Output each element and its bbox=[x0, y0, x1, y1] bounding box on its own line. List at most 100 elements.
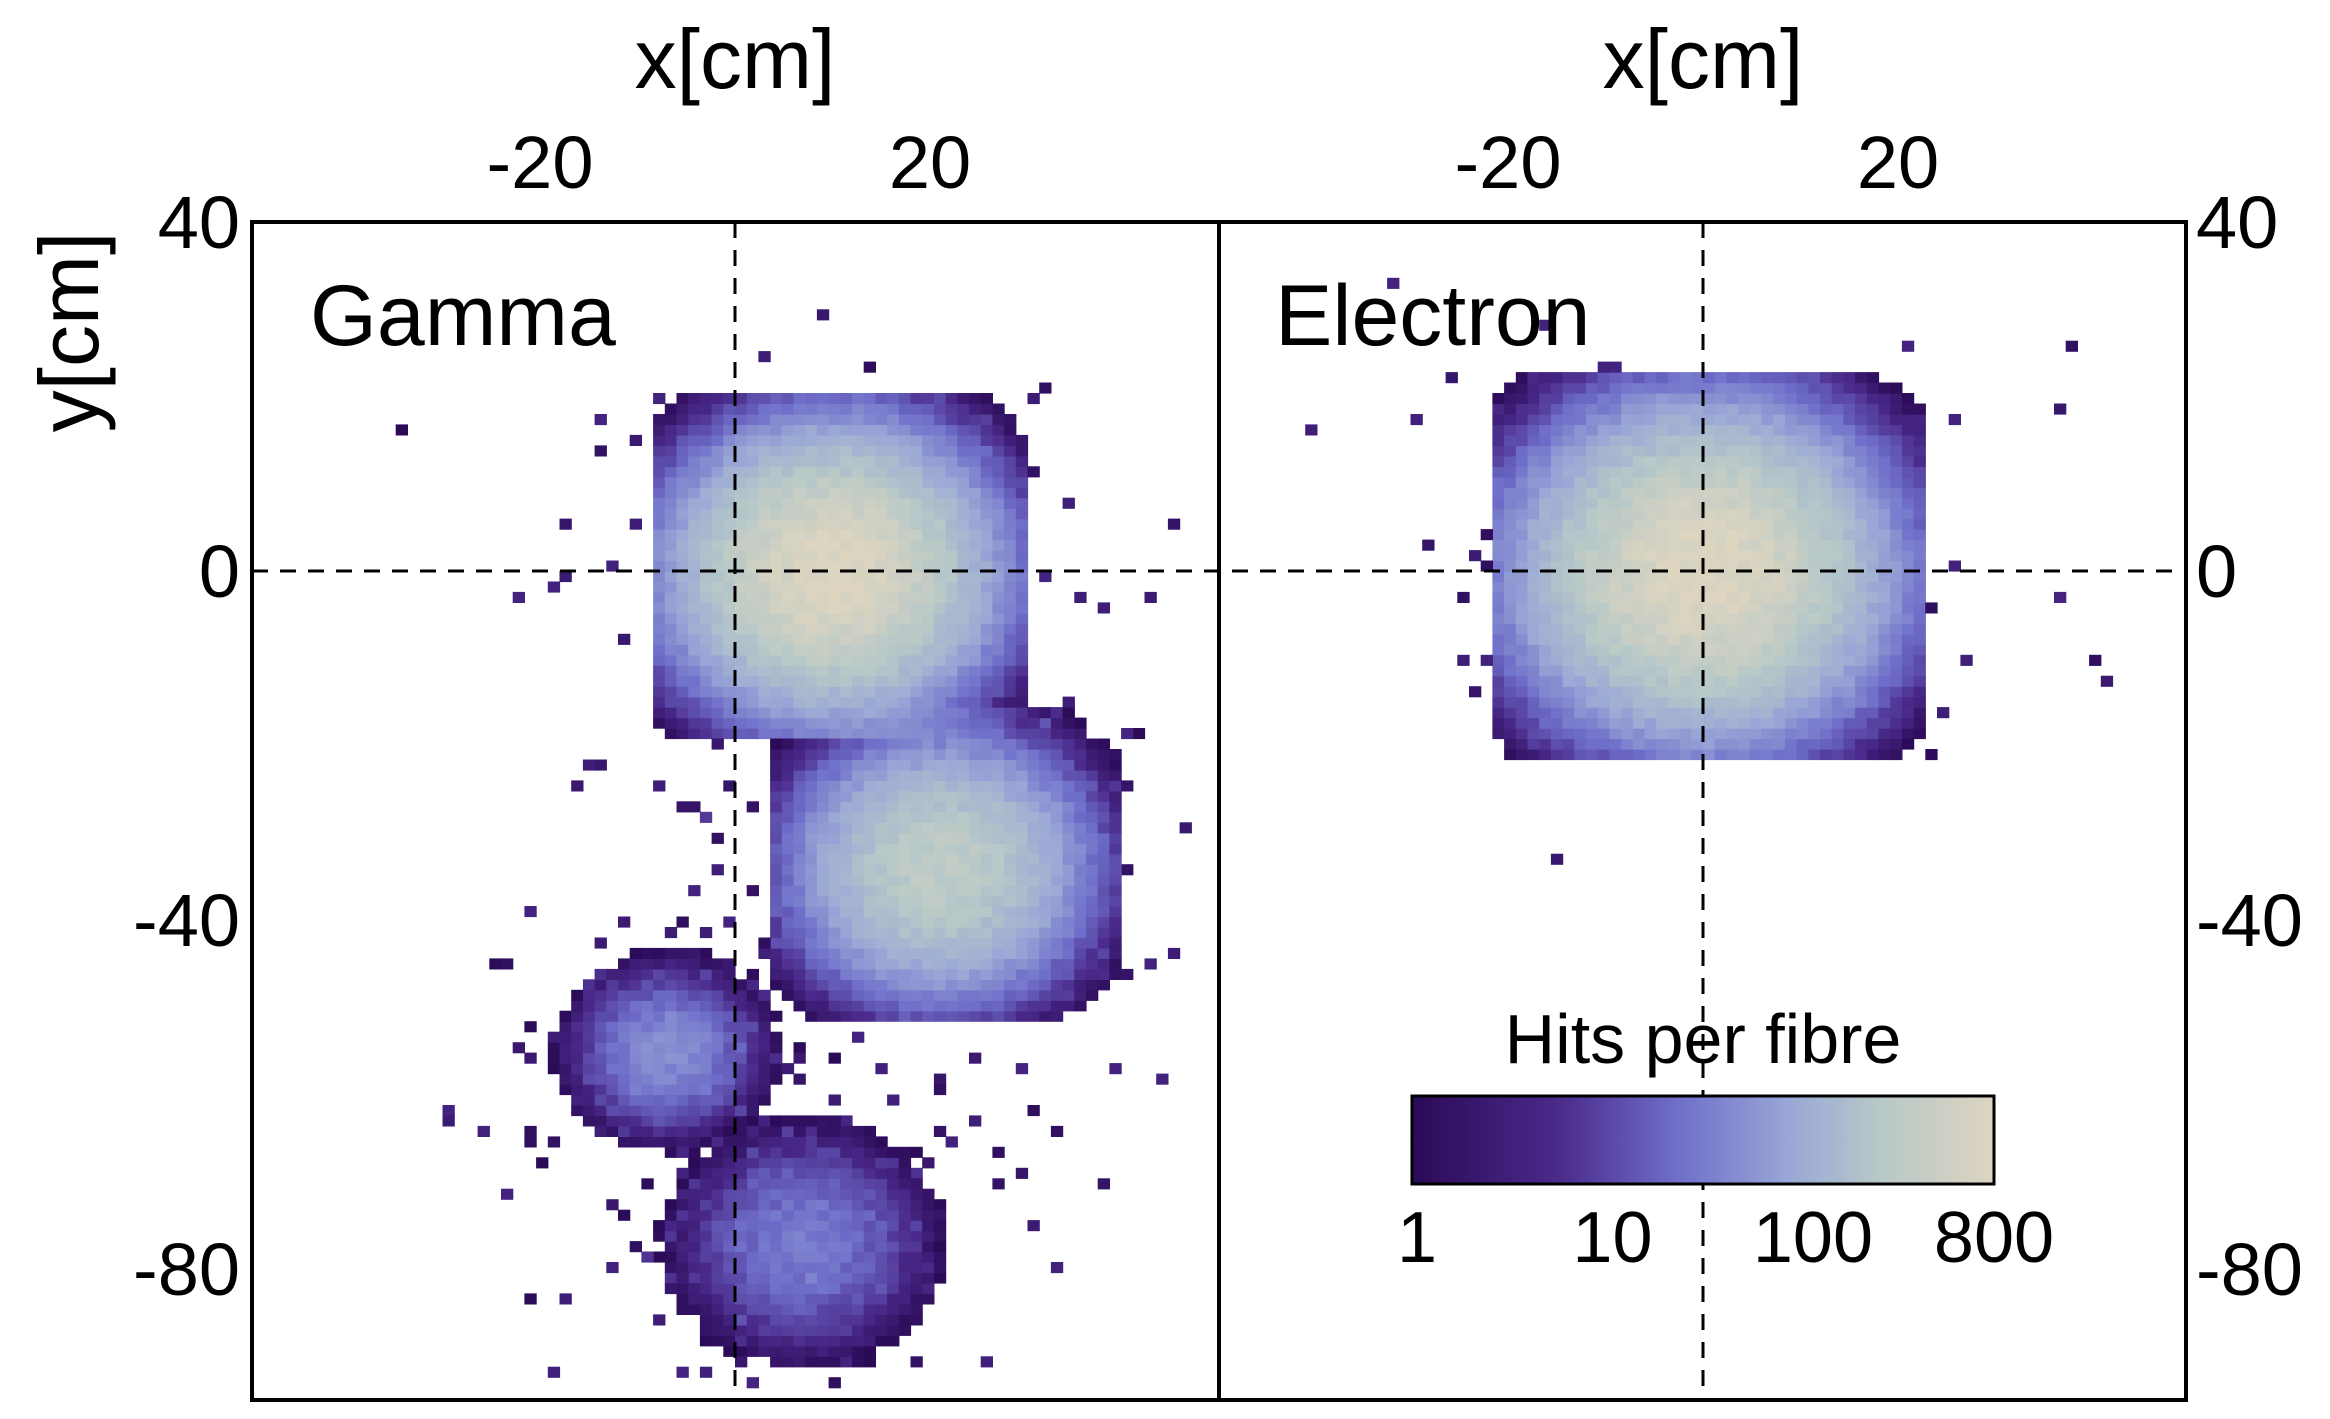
heatmap-cell bbox=[1901, 466, 1915, 478]
heatmap-cell bbox=[1890, 612, 1903, 624]
heatmap-cell bbox=[816, 979, 830, 991]
heatmap-cell bbox=[898, 1178, 912, 1190]
heatmap-cell bbox=[793, 644, 806, 656]
heatmap-cell bbox=[887, 1220, 900, 1232]
heatmap-cell bbox=[898, 1199, 912, 1211]
heatmap-cell bbox=[688, 1241, 701, 1253]
heatmap-cell bbox=[1621, 497, 1634, 509]
heatmap-cell bbox=[1539, 644, 1552, 656]
heatmap-cell bbox=[840, 937, 853, 949]
heatmap-cell bbox=[1609, 654, 1622, 666]
heatmap-cell bbox=[945, 686, 958, 698]
heatmap-cell bbox=[1515, 560, 1529, 572]
heatmap-cell bbox=[805, 654, 818, 666]
heatmap-cell bbox=[969, 487, 982, 499]
heatmap-cell bbox=[1527, 623, 1540, 635]
heatmap-cell bbox=[1644, 591, 1657, 603]
heatmap-cell bbox=[816, 822, 830, 834]
heatmap-cell bbox=[1901, 414, 1915, 426]
heatmap-cell bbox=[1015, 623, 1029, 635]
heatmap-cell bbox=[1074, 749, 1087, 761]
heatmap-cell bbox=[1831, 665, 1844, 677]
heatmap-cell bbox=[805, 487, 818, 499]
heatmap-cell bbox=[863, 958, 876, 970]
heatmap-cell bbox=[770, 832, 783, 844]
heatmap-cell bbox=[1726, 393, 1739, 405]
heatmap-cell bbox=[1445, 372, 1458, 384]
heatmap-cell bbox=[758, 665, 771, 677]
heatmap-cell bbox=[1004, 623, 1017, 635]
heatmap-cell bbox=[875, 801, 888, 813]
heatmap-cell bbox=[1027, 1010, 1040, 1022]
heatmap-cell bbox=[840, 769, 853, 781]
heatmap-cell bbox=[1796, 717, 1809, 729]
heatmap-cell bbox=[898, 1262, 912, 1274]
heatmap-cell bbox=[1773, 738, 1786, 750]
heatmap-cell bbox=[1597, 686, 1610, 698]
heatmap-cell bbox=[688, 1251, 701, 1263]
heatmap-cell bbox=[1574, 675, 1587, 687]
heatmap-cell bbox=[922, 644, 935, 656]
heatmap-cell bbox=[828, 560, 841, 572]
heatmap-cell bbox=[746, 1021, 759, 1033]
heatmap-cell bbox=[723, 1324, 736, 1336]
heatmap-cell bbox=[770, 1345, 783, 1357]
heatmap-cell bbox=[1796, 602, 1809, 614]
heatmap-cell bbox=[922, 414, 935, 426]
heatmap-cell bbox=[1574, 529, 1587, 541]
heatmap-cell bbox=[1050, 801, 1064, 813]
heatmap-cell bbox=[547, 1042, 561, 1054]
heatmap-cell bbox=[1109, 947, 1122, 959]
heatmap-cell bbox=[735, 445, 748, 457]
heatmap-cell bbox=[770, 403, 783, 415]
heatmap-cell bbox=[1703, 728, 1716, 740]
heatmap-cell bbox=[1749, 424, 1763, 436]
heatmap-cell bbox=[1097, 801, 1110, 813]
heatmap-cell bbox=[606, 1031, 619, 1043]
heatmap-cell bbox=[1866, 445, 1880, 457]
heatmap-cell bbox=[629, 947, 642, 959]
heatmap-cell bbox=[723, 707, 736, 719]
heatmap-cell bbox=[653, 508, 666, 520]
colorbar-tick-label: 100 bbox=[1753, 1198, 1873, 1278]
heatmap-cell bbox=[746, 1115, 759, 1127]
heatmap-cell bbox=[770, 633, 783, 645]
heatmap-cell bbox=[618, 1094, 631, 1106]
heatmap-cell bbox=[863, 1209, 876, 1221]
heatmap-cell bbox=[1773, 529, 1786, 541]
heatmap-cell bbox=[1492, 633, 1505, 645]
heatmap-cell bbox=[746, 1303, 759, 1315]
heatmap-cell bbox=[1878, 393, 1891, 405]
heatmap-cell bbox=[1574, 445, 1587, 457]
heatmap-cell bbox=[875, 1251, 888, 1263]
heatmap-cell bbox=[1004, 591, 1017, 603]
heatmap-cell bbox=[852, 1324, 865, 1336]
heatmap-cell bbox=[887, 560, 900, 572]
heatmap-cell bbox=[1632, 445, 1646, 457]
heatmap-cell bbox=[945, 518, 958, 530]
heatmap-cell bbox=[1656, 728, 1669, 740]
heatmap-cell bbox=[969, 633, 982, 645]
heatmap-cell bbox=[1714, 644, 1727, 656]
heatmap-cell bbox=[816, 612, 830, 624]
heatmap-cell bbox=[1866, 749, 1880, 761]
heatmap-cell bbox=[723, 550, 736, 562]
heatmap-cell bbox=[735, 403, 748, 415]
heatmap-cell bbox=[653, 414, 666, 426]
heatmap-cell bbox=[781, 1063, 795, 1075]
heatmap-cell bbox=[735, 1293, 748, 1305]
heatmap-cell bbox=[945, 424, 958, 436]
heatmap-cell bbox=[735, 1105, 748, 1117]
heatmap-cell bbox=[1527, 707, 1540, 719]
heatmap-cell bbox=[1820, 749, 1833, 761]
heatmap-cell bbox=[1773, 644, 1786, 656]
heatmap-cell bbox=[723, 1335, 736, 1347]
heatmap-cell bbox=[1749, 476, 1763, 488]
heatmap-cell bbox=[664, 1073, 678, 1085]
heatmap-cell bbox=[735, 675, 748, 687]
heatmap-cell bbox=[887, 916, 900, 928]
heatmap-cell bbox=[688, 1010, 701, 1022]
heatmap-cell bbox=[770, 1335, 783, 1347]
heatmap-cell bbox=[746, 1241, 759, 1253]
heatmap-cell bbox=[1749, 550, 1763, 562]
